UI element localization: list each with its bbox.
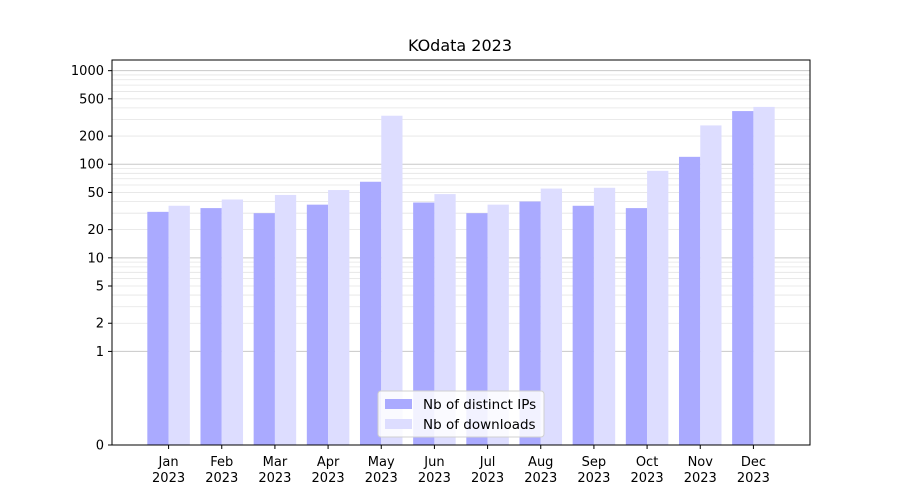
x-tick-label: Jan 2023: [152, 455, 185, 486]
bar-downloads: [274, 194, 297, 445]
bar-downloads: [647, 170, 669, 446]
bar-distinct-ips: [306, 204, 329, 445]
bar-distinct-ips: [519, 201, 541, 445]
legend-label: Nb of distinct IPs: [423, 397, 536, 413]
y-tick-label: 100: [79, 158, 104, 173]
x-tick-label: Jul 2023: [471, 455, 504, 486]
bar-distinct-ips: [147, 211, 169, 445]
y-tick-label: 2: [96, 317, 104, 332]
y-tick-label: 20: [87, 223, 104, 238]
x-tick-label: Nov 2023: [684, 455, 717, 486]
y-tick-label: 5: [96, 280, 104, 295]
bar-downloads: [434, 194, 456, 445]
y-tick-label: 10: [87, 251, 104, 266]
legend-swatch: [385, 419, 412, 429]
y-tick-label: 200: [79, 130, 104, 145]
x-tick-label: Aug 2023: [524, 455, 557, 486]
x-tick-label: Sep 2023: [577, 455, 610, 486]
bar-distinct-ips: [359, 181, 382, 446]
y-tick-label: 500: [79, 92, 104, 107]
axes: 0 1 2 5 10 20 50 100 200 500 1000 Jan 2023 Feb 2023 Mar…: [71, 59, 811, 486]
y-tick-label: 1000: [71, 64, 104, 79]
bar-distinct-ips: [466, 213, 488, 445]
x-tick-label: Dec 2023: [737, 455, 770, 486]
plot-frame: [111, 59, 811, 446]
x-tick-label: Apr 2023: [312, 455, 345, 486]
legend: Nb of distinct IPs Nb of downloads: [377, 390, 545, 438]
bar-downloads: [381, 115, 403, 445]
bar-downloads: [487, 204, 509, 445]
bar-distinct-ips: [200, 208, 222, 445]
bar-distinct-ips: [413, 202, 435, 445]
x-tick-label: Feb 2023: [205, 455, 238, 486]
x-tick-label: Oct 2023: [631, 455, 664, 486]
x-tick-label: Mar 2023: [258, 455, 291, 486]
bar-downloads: [221, 199, 244, 445]
x-tick-label: Jun 2023: [418, 455, 451, 486]
y-tick-label: 1: [96, 345, 104, 360]
bar-downloads: [328, 190, 350, 445]
y-tick-label: 50: [87, 186, 104, 201]
bar-distinct-ips: [253, 213, 275, 445]
chart-title: KOdata 2023: [408, 36, 512, 55]
bar-distinct-ips: [625, 208, 648, 445]
bar-downloads: [540, 188, 563, 445]
legend-label: Nb of downloads: [423, 417, 536, 433]
legend-swatch: [385, 399, 412, 409]
bar-downloads: [700, 125, 722, 445]
y-tick-label: 0: [96, 439, 104, 454]
bar-downloads: [168, 205, 190, 445]
bar-downloads: [753, 106, 775, 445]
bar-distinct-ips: [678, 156, 701, 446]
bar-distinct-ips: [572, 205, 594, 445]
bar-downloads: [593, 187, 616, 445]
x-tick-label: May 2023: [365, 455, 398, 486]
bar-distinct-ips: [732, 111, 754, 445]
legend-box: [377, 390, 545, 438]
bars: [147, 106, 775, 446]
